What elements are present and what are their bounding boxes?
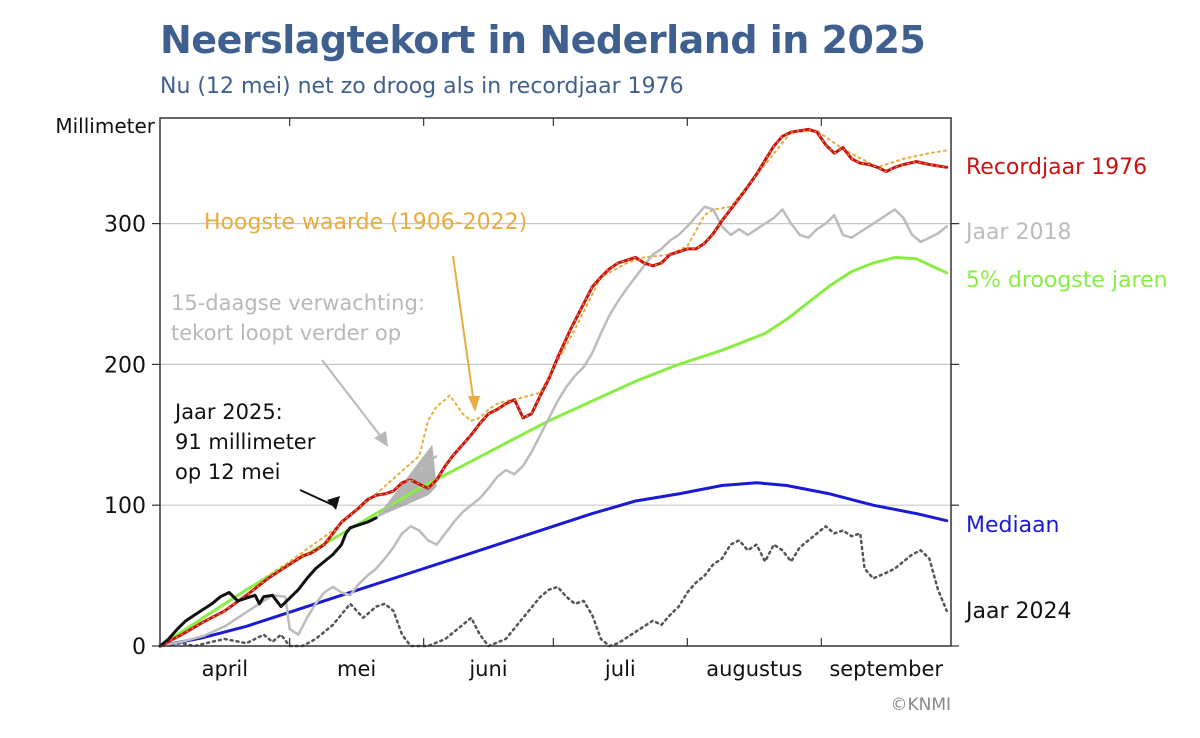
arrow-jaar2025-head [327, 496, 340, 510]
x-tick-label-juni: juni [468, 657, 507, 681]
x-tick-label-augustus: augustus [706, 657, 802, 681]
arrow-jaar2025 [299, 489, 336, 507]
annotation-jaar2025-line3: op 12 mei [175, 460, 280, 484]
legend-droogste: 5% droogste jaren [966, 268, 1168, 293]
series-line-recordjaar-overlay [159, 128, 947, 647]
series-line-jaar2024 [158, 525, 948, 648]
plot-border [159, 117, 952, 647]
series-line-mediaan [158, 481, 949, 648]
arrow-hoogste [452, 255, 475, 405]
y-tick-label-300: 300 [104, 213, 146, 238]
labels-group: 0 100 200 300 april mei juni juli augustus septem… [104, 213, 943, 681]
legend-jaar2024: Jaar 2024 [964, 599, 1071, 624]
plot-frame [152, 117, 959, 647]
y-axis-label: Millimeter [55, 114, 155, 138]
x-tick-label-juli: juli [604, 657, 636, 681]
arrow-verwachting [321, 359, 383, 439]
legend-mediaan: Mediaan [966, 513, 1060, 538]
y-tick-label-0: 0 [132, 635, 146, 660]
series-line-jaar2025 [158, 516, 378, 648]
x-tick-label-april: april [202, 657, 249, 681]
legend-jaar2018: Jaar 2018 [964, 220, 1071, 245]
copyright: ©KNMI [890, 695, 951, 715]
annotation-verwachting-line2: tekort loopt verder op [171, 321, 401, 345]
series-line-recordjaar [158, 127, 949, 648]
x-tick-label-september: september [829, 657, 943, 681]
annotation-hoogste: Hoogste waarde (1906-2022) [204, 210, 527, 235]
x-tick-label-mei: mei [337, 657, 376, 681]
annotation-jaar2025-line1: Jaar 2025: [173, 400, 283, 424]
series-line-verwachting [374, 454, 438, 520]
series-group [158, 127, 949, 648]
series-line-hoogste [159, 129, 948, 647]
arrow-verwachting-head [374, 431, 388, 447]
series-line-jaar2018 [158, 205, 948, 648]
legend-recordjaar: Recordjaar 1976 [966, 155, 1147, 180]
chart-subtitle: Nu (12 mei) net zo droog als in recordja… [160, 74, 684, 99]
arrow-hoogste-head [468, 396, 480, 412]
annotation-jaar2025-line2: 91 millimeter [175, 430, 316, 454]
y-tick-label-100: 100 [104, 494, 146, 519]
annotation-verwachting-line1: 15-daagse verwachting: [171, 291, 425, 315]
chart-title: Neerslagtekort in Nederland in 2025 [160, 18, 926, 62]
y-tick-label-200: 200 [104, 353, 146, 378]
